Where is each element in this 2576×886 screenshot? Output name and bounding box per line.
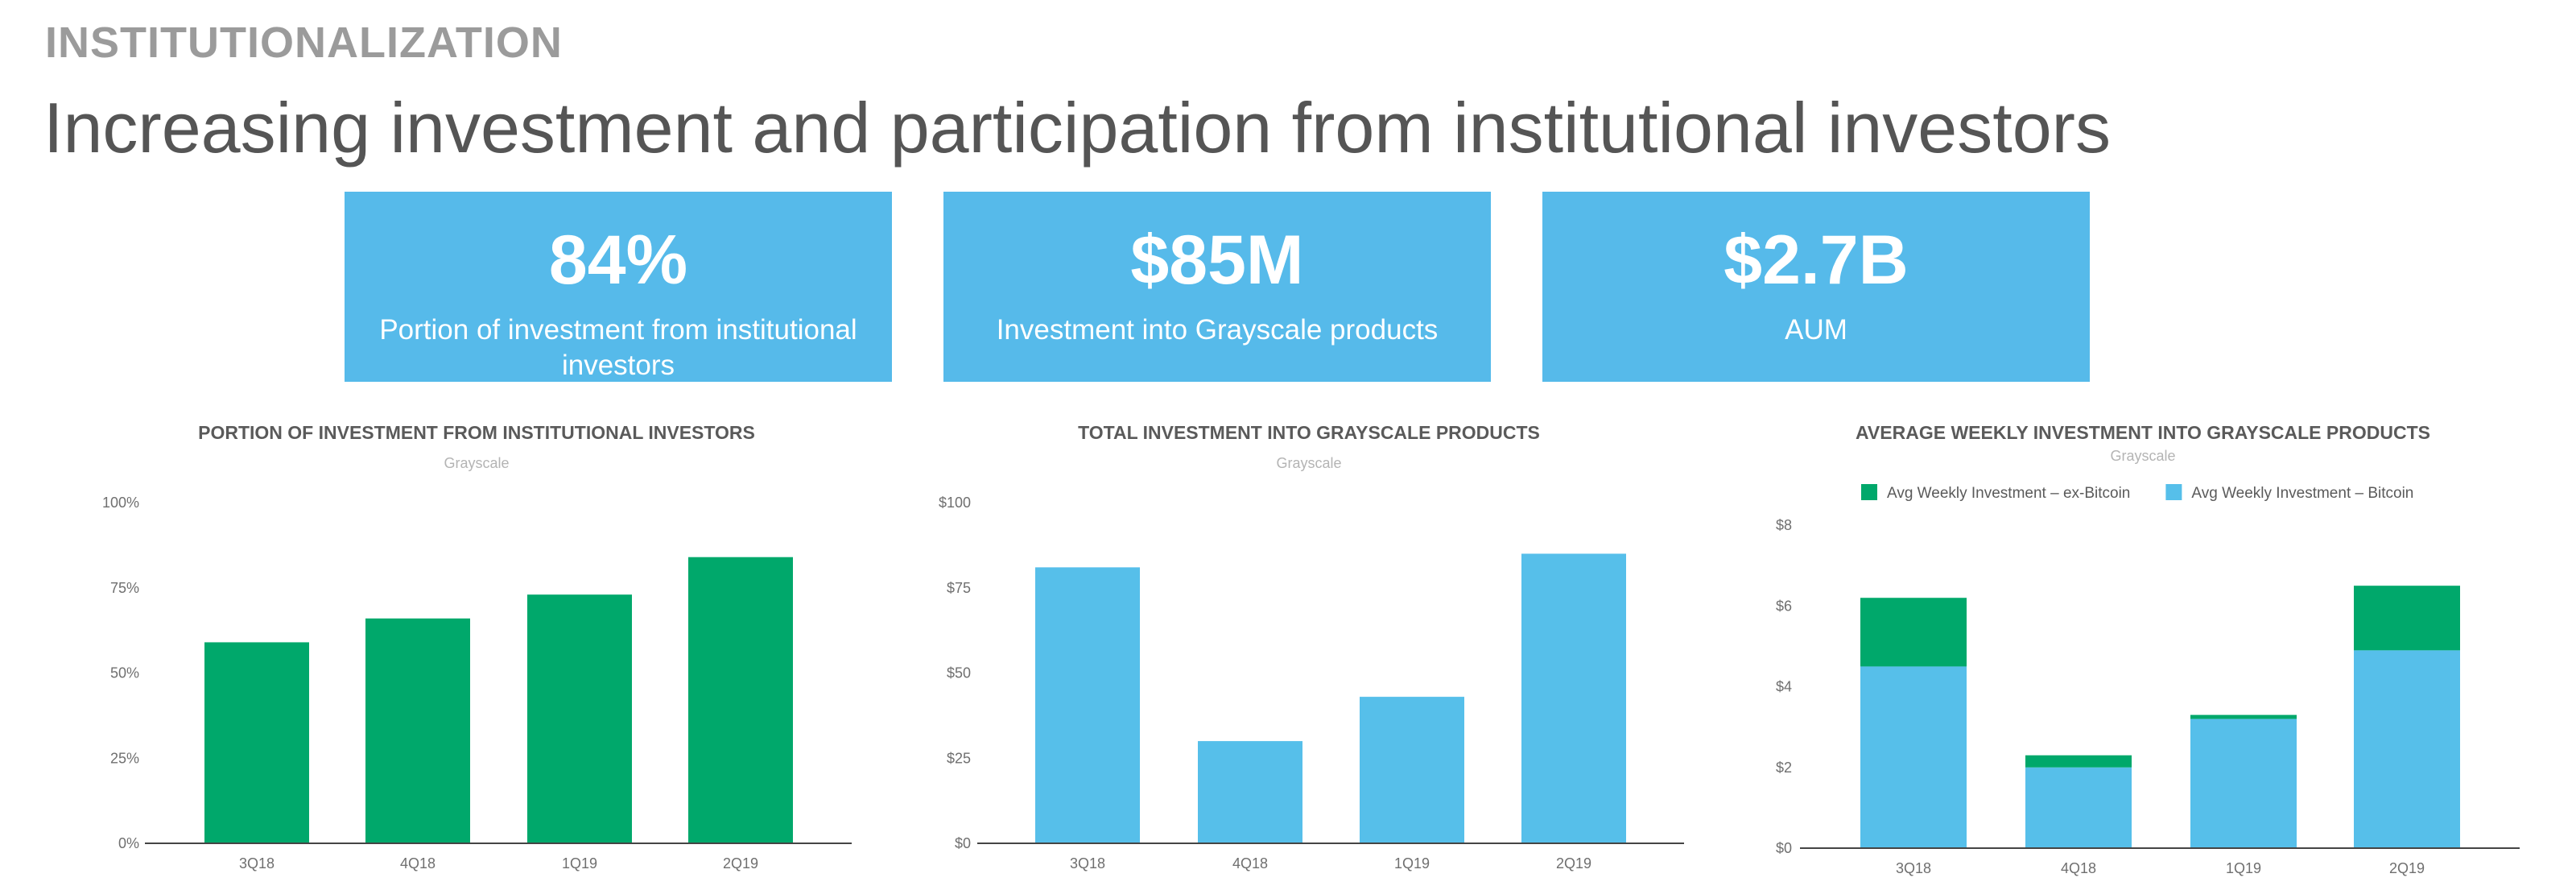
bar — [1521, 553, 1626, 843]
y-tick-label: 50% — [110, 665, 139, 681]
stat-card-aum: $2.7B AUM — [1542, 192, 2090, 382]
x-tick-label: 4Q18 — [2061, 860, 2096, 876]
x-tick-label: 1Q19 — [2226, 860, 2261, 876]
chart-title: TOTAL INVESTMENT INTO GRAYSCALE PRODUCTS — [1078, 422, 1540, 443]
bar-segment — [2190, 718, 2297, 848]
y-tick-label: $6 — [1776, 598, 1792, 614]
bar — [1035, 567, 1140, 843]
stat-value: $85M — [1130, 222, 1304, 299]
x-tick-label: 2Q19 — [723, 855, 758, 872]
section-kicker: INSTITUTIONALIZATION — [45, 19, 563, 67]
chart-title: PORTION OF INVESTMENT FROM INSTITUTIONAL… — [198, 422, 755, 443]
bar-segment — [2354, 586, 2460, 651]
bar — [688, 557, 793, 843]
stat-value: 84% — [548, 222, 688, 299]
x-tick-label: 1Q19 — [1394, 855, 1430, 872]
bar — [365, 618, 470, 843]
bar-segment — [1860, 666, 1967, 848]
x-tick-label: 3Q18 — [1896, 860, 1931, 876]
stat-card-institutional-portion: 84% Portion of investment from instituti… — [345, 192, 892, 382]
bar — [1198, 741, 1302, 843]
x-tick-label: 3Q18 — [1070, 855, 1105, 872]
legend-swatch — [2165, 484, 2182, 500]
x-tick-label: 3Q18 — [239, 855, 275, 872]
legend-label: Avg Weekly Investment – ex-Bitcoin — [1887, 485, 2130, 502]
legend-label: Avg Weekly Investment – Bitcoin — [2191, 485, 2413, 502]
bar-segment — [2354, 650, 2460, 848]
bar-segment — [2025, 767, 2132, 848]
stat-card-investment: $85M Investment into Grayscale products — [943, 192, 1491, 382]
y-tick-label: 25% — [110, 750, 139, 766]
bar-segment — [1860, 598, 1967, 667]
legend-swatch — [1861, 484, 1877, 500]
y-tick-label: $0 — [1776, 840, 1792, 856]
y-tick-label: $4 — [1776, 679, 1792, 695]
y-tick-label: $25 — [947, 750, 971, 766]
bar-segment — [2025, 755, 2132, 768]
bar — [527, 594, 632, 843]
stat-label: Investment into Grayscale products — [996, 314, 1439, 346]
x-tick-label: 4Q18 — [400, 855, 436, 872]
y-tick-label: $2 — [1776, 760, 1792, 776]
y-tick-label: $100 — [939, 495, 971, 511]
y-tick-label: 0% — [118, 835, 139, 851]
chart-subtitle: Grayscale — [1276, 455, 1341, 471]
chart-subtitle: Grayscale — [2110, 448, 2175, 464]
y-tick-label: $75 — [947, 580, 971, 596]
stat-label: AUM — [1785, 314, 1847, 346]
y-tick-label: 100% — [102, 495, 139, 511]
y-tick-label: $50 — [947, 665, 971, 681]
chart-subtitle: Grayscale — [444, 455, 509, 471]
bar — [204, 642, 309, 843]
y-tick-label: $8 — [1776, 517, 1792, 533]
y-tick-label: 75% — [110, 580, 139, 596]
stat-label: Portion of investment from institutional… — [379, 314, 857, 381]
page-title: Increasing investment and participation … — [43, 88, 2111, 168]
x-tick-label: 2Q19 — [1556, 855, 1591, 872]
y-tick-label: $0 — [955, 835, 971, 851]
x-tick-label: 4Q18 — [1232, 855, 1268, 872]
bar-segment — [2190, 714, 2297, 719]
x-tick-label: 2Q19 — [2389, 860, 2425, 876]
bar — [1360, 697, 1464, 843]
stat-value: $2.7B — [1724, 222, 1909, 299]
x-tick-label: 1Q19 — [562, 855, 597, 872]
chart-title: AVERAGE WEEKLY INVESTMENT INTO GRAYSCALE… — [1856, 422, 2430, 443]
